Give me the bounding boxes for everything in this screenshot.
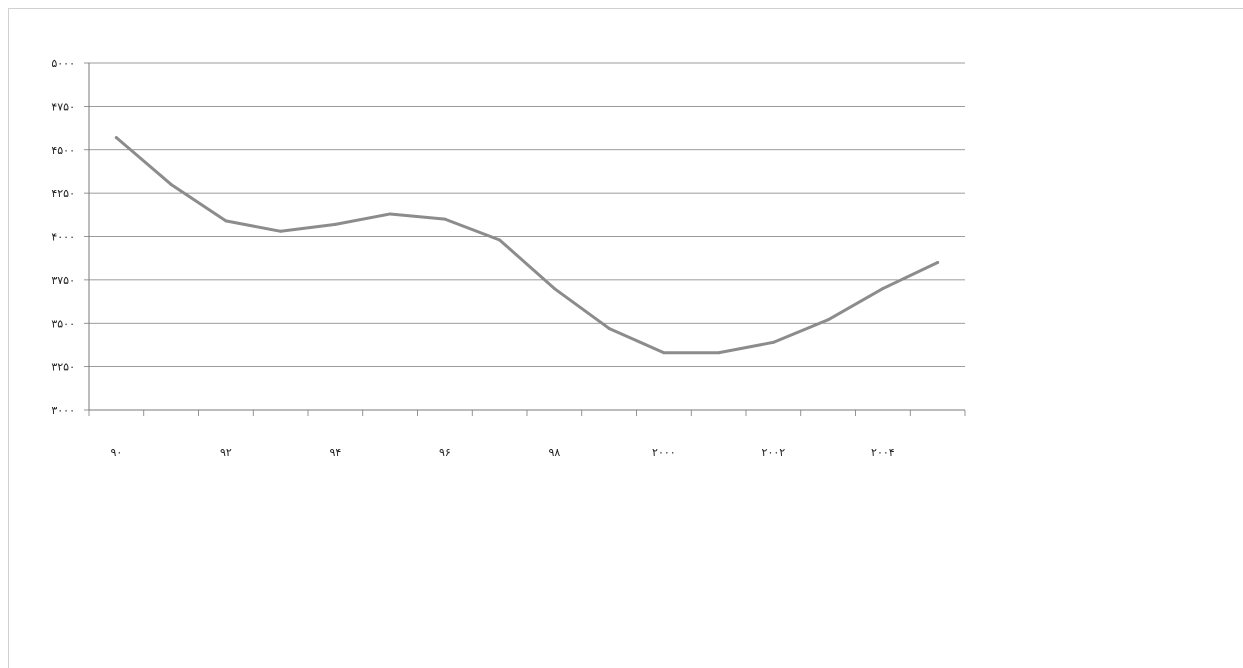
chart-frame: [8, 8, 1243, 668]
y-tick-label: ۴۲۵۰: [51, 187, 75, 200]
series-group: [114, 136, 940, 355]
y-tick-label: ۴۵۰۰: [51, 144, 75, 157]
x-tick-label: ۹۸: [548, 446, 560, 459]
data-point: [169, 182, 173, 186]
x-tick-label: ۲۰۰۲: [762, 446, 786, 459]
data-point: [717, 351, 721, 355]
gridlines: [89, 62, 965, 368]
x-axis-tick-labels: ۹۰ ۹۲ ۹۴ ۹۶ ۹۸ ۲۰۰۰ ۲۰۰۲ ۲۰۰۴: [110, 446, 894, 459]
data-point: [662, 351, 666, 355]
data-point: [498, 238, 502, 242]
data-point: [936, 261, 940, 265]
data-point: [826, 318, 830, 322]
x-tick-label: ۹۲: [220, 446, 232, 459]
y-tick-label: ۳۰۰۰: [51, 404, 75, 417]
y-axis-tick-labels: ۳۰۰۰ ۳۲۵۰ ۳۵۰۰ ۳۷۵۰ ۴۰۰۰ ۴۲۵۰ ۴۵۰۰ ۴۷۵۰ ۵۰۰۰: [51, 57, 75, 417]
y-tick-label: ۵۰۰۰: [51, 57, 75, 70]
data-point: [333, 222, 337, 226]
x-tick-label: ۲۰۰۴: [871, 446, 895, 459]
data-point: [279, 229, 283, 233]
data-point: [881, 287, 885, 291]
y-tick-label: ۴۰۰۰: [51, 231, 75, 244]
data-point: [552, 287, 556, 291]
data-point: [114, 136, 118, 140]
data-point: [224, 219, 228, 223]
data-point: [771, 340, 775, 344]
y-tick-label: ۳۷۵۰: [51, 274, 75, 287]
series-line: [114, 136, 940, 355]
x-tick-label: ۹۰: [110, 446, 122, 459]
x-axis-ticks: [88, 410, 966, 416]
x-tick-label: ۹۴: [329, 446, 341, 459]
data-point: [443, 217, 447, 221]
y-tick-label: ۳۵۰۰: [51, 317, 75, 330]
x-tick-label: ۲۰۰۰: [652, 446, 676, 459]
y-tick-label: ۴۷۵۰: [51, 100, 75, 113]
data-point: [607, 326, 611, 330]
x-tick-label: ۹۶: [439, 446, 451, 459]
data-point: [388, 212, 392, 216]
y-tick-label: ۳۲۵۰: [51, 361, 75, 374]
